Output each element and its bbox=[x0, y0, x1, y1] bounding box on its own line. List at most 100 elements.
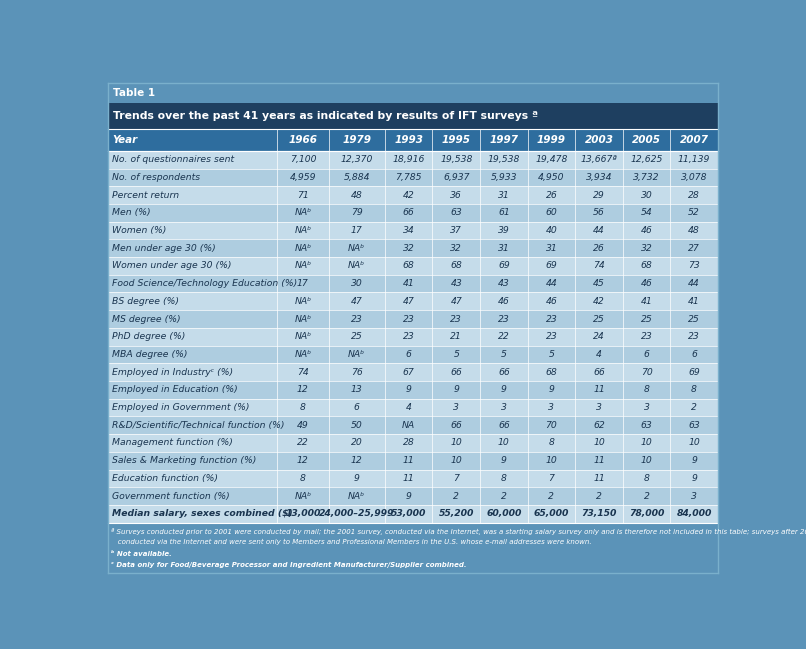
Text: 36: 36 bbox=[451, 191, 462, 200]
Text: 69: 69 bbox=[546, 262, 557, 271]
Text: NAᵇ: NAᵇ bbox=[348, 491, 365, 500]
Text: 12: 12 bbox=[351, 456, 363, 465]
Text: 68: 68 bbox=[403, 262, 414, 271]
Text: 2: 2 bbox=[692, 403, 697, 412]
Text: 46: 46 bbox=[641, 226, 652, 235]
Text: 2003: 2003 bbox=[584, 135, 613, 145]
Text: 5: 5 bbox=[548, 350, 555, 359]
Text: Men (%): Men (%) bbox=[112, 208, 151, 217]
Text: 23: 23 bbox=[498, 315, 509, 324]
Text: Median salary, sexes combined ($): Median salary, sexes combined ($) bbox=[112, 509, 293, 519]
Text: Women (%): Women (%) bbox=[112, 226, 166, 235]
Text: 8: 8 bbox=[300, 403, 305, 412]
Text: 41: 41 bbox=[403, 279, 414, 288]
Text: 11: 11 bbox=[403, 456, 414, 465]
Text: 23: 23 bbox=[546, 315, 557, 324]
Text: 67: 67 bbox=[403, 367, 414, 376]
Text: 32: 32 bbox=[403, 244, 414, 252]
Text: Food Science/Technology Education (%): Food Science/Technology Education (%) bbox=[112, 279, 297, 288]
Text: 8: 8 bbox=[300, 474, 305, 483]
Text: 8: 8 bbox=[548, 439, 555, 447]
Text: NAᵇ: NAᵇ bbox=[294, 315, 312, 324]
Text: No. of respondents: No. of respondents bbox=[112, 173, 200, 182]
Bar bbox=[108, 417, 718, 434]
Text: 9: 9 bbox=[453, 386, 459, 395]
Text: 22: 22 bbox=[297, 439, 309, 447]
Text: 13: 13 bbox=[351, 386, 363, 395]
Text: 70: 70 bbox=[641, 367, 652, 376]
Text: 17: 17 bbox=[351, 226, 363, 235]
Text: 3,732: 3,732 bbox=[634, 173, 660, 182]
Text: NAᵇ: NAᵇ bbox=[294, 491, 312, 500]
Bar bbox=[108, 505, 718, 522]
Bar bbox=[108, 469, 718, 487]
Text: 50: 50 bbox=[351, 421, 363, 430]
Text: 66: 66 bbox=[451, 421, 462, 430]
Text: 44: 44 bbox=[688, 279, 700, 288]
Text: 3: 3 bbox=[692, 491, 697, 500]
Text: 11,139: 11,139 bbox=[678, 155, 710, 164]
Text: NAᵇ: NAᵇ bbox=[294, 244, 312, 252]
Text: 48: 48 bbox=[351, 191, 363, 200]
Text: 47: 47 bbox=[451, 297, 462, 306]
Text: 9: 9 bbox=[405, 386, 412, 395]
Text: 2: 2 bbox=[644, 491, 650, 500]
Text: 4,959: 4,959 bbox=[289, 173, 316, 182]
Text: Government function (%): Government function (%) bbox=[112, 491, 230, 500]
Text: NAᵇ: NAᵇ bbox=[294, 226, 312, 235]
Text: 23: 23 bbox=[403, 315, 414, 324]
Text: 6,937: 6,937 bbox=[443, 173, 470, 182]
Text: 43: 43 bbox=[451, 279, 462, 288]
Text: Employed in Government (%): Employed in Government (%) bbox=[112, 403, 250, 412]
Bar bbox=[108, 257, 718, 275]
Text: 17: 17 bbox=[297, 279, 309, 288]
Text: 23: 23 bbox=[688, 332, 700, 341]
Text: Management function (%): Management function (%) bbox=[112, 439, 233, 447]
Bar bbox=[108, 222, 718, 239]
Text: 31: 31 bbox=[498, 191, 509, 200]
Text: 23: 23 bbox=[546, 332, 557, 341]
Text: 68: 68 bbox=[546, 367, 557, 376]
Text: Men under age 30 (%): Men under age 30 (%) bbox=[112, 244, 216, 252]
Text: 2: 2 bbox=[596, 491, 602, 500]
Text: 45: 45 bbox=[593, 279, 604, 288]
Text: 6: 6 bbox=[405, 350, 412, 359]
Text: 73: 73 bbox=[688, 262, 700, 271]
Bar bbox=[108, 151, 718, 169]
Text: 1997: 1997 bbox=[489, 135, 518, 145]
Text: 42: 42 bbox=[403, 191, 414, 200]
Bar bbox=[108, 83, 718, 103]
Text: 1995: 1995 bbox=[442, 135, 471, 145]
Text: 9: 9 bbox=[501, 386, 507, 395]
Text: 12,370: 12,370 bbox=[341, 155, 373, 164]
Text: 13,667ª: 13,667ª bbox=[580, 155, 617, 164]
Text: 32: 32 bbox=[641, 244, 652, 252]
Text: 9: 9 bbox=[405, 491, 412, 500]
Text: 2: 2 bbox=[548, 491, 555, 500]
Text: 37: 37 bbox=[451, 226, 462, 235]
Text: 27: 27 bbox=[688, 244, 700, 252]
Text: 25: 25 bbox=[688, 315, 700, 324]
Text: Year: Year bbox=[112, 135, 137, 145]
Text: 3: 3 bbox=[501, 403, 507, 412]
Text: 54: 54 bbox=[641, 208, 652, 217]
Bar bbox=[108, 381, 718, 398]
Text: 3: 3 bbox=[596, 403, 602, 412]
Text: 1966: 1966 bbox=[289, 135, 318, 145]
Bar bbox=[108, 434, 718, 452]
Text: 69: 69 bbox=[688, 367, 700, 376]
Text: 10: 10 bbox=[546, 456, 557, 465]
Text: 9: 9 bbox=[501, 456, 507, 465]
Text: 46: 46 bbox=[498, 297, 509, 306]
Text: 18,916: 18,916 bbox=[393, 155, 425, 164]
Bar bbox=[108, 103, 718, 129]
Text: 47: 47 bbox=[351, 297, 363, 306]
Text: 63: 63 bbox=[641, 421, 652, 430]
Text: 68: 68 bbox=[451, 262, 462, 271]
Text: 47: 47 bbox=[403, 297, 414, 306]
Text: R&D/Scientific/Technical function (%): R&D/Scientific/Technical function (%) bbox=[112, 421, 285, 430]
Text: 3: 3 bbox=[453, 403, 459, 412]
Text: 8: 8 bbox=[692, 386, 697, 395]
Text: NAᵇ: NAᵇ bbox=[294, 208, 312, 217]
Text: 73,150: 73,150 bbox=[581, 509, 617, 519]
